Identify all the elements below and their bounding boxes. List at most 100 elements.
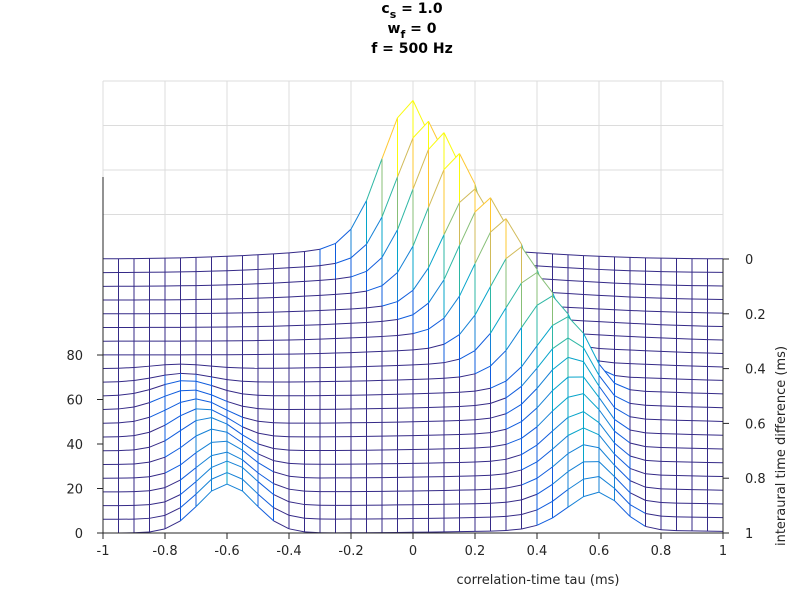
mesh-face (552, 295, 568, 326)
mesh-face (242, 434, 258, 454)
mesh-edge (195, 490, 212, 507)
mesh-face (630, 310, 646, 325)
mesh-face (397, 246, 413, 302)
mesh-face (645, 500, 661, 517)
mesh-face (661, 351, 677, 366)
mesh-edge (257, 506, 274, 522)
mesh-face (614, 283, 630, 297)
mesh-face (583, 308, 599, 322)
mesh-face (490, 397, 506, 419)
mesh-face (428, 504, 444, 519)
mesh-face (428, 169, 444, 268)
mesh-face (707, 393, 723, 408)
mesh-face (211, 284, 227, 300)
mesh-face (583, 320, 599, 335)
mesh-face (599, 348, 615, 363)
mesh-face (630, 350, 646, 365)
mesh-face (583, 333, 599, 376)
mesh-face (707, 353, 723, 367)
mesh-edge (273, 483, 290, 490)
mesh-face (180, 481, 196, 508)
mesh-edge (195, 417, 212, 422)
mesh-edge (474, 474, 491, 477)
mesh-face (413, 378, 429, 394)
mesh-edge (257, 297, 274, 299)
mesh-face (118, 393, 134, 409)
mesh-edge (211, 472, 228, 480)
mesh-face (459, 475, 475, 491)
mesh-face (320, 464, 336, 478)
mesh-edge (366, 350, 383, 353)
mesh-face (661, 391, 677, 407)
x-tick-label: -0.2 (338, 544, 363, 559)
mesh-face (242, 283, 258, 299)
mesh-edge (598, 334, 615, 337)
mesh-face (661, 364, 677, 379)
mesh-edge (381, 350, 398, 352)
mesh-face (134, 327, 150, 342)
mesh-edge (552, 266, 569, 269)
mesh-face (630, 504, 646, 527)
mesh-face (103, 327, 119, 342)
mesh-face (134, 272, 150, 287)
mesh-edge (598, 363, 615, 384)
mesh-face (273, 494, 289, 516)
mesh-edge (598, 360, 615, 364)
mesh-face (707, 489, 723, 504)
mesh-face (475, 232, 491, 316)
mesh-face (676, 338, 692, 353)
mesh-edge (149, 409, 166, 418)
mesh-edge (149, 456, 166, 463)
mesh-face (459, 433, 475, 449)
mesh-surface (102, 100, 724, 534)
mesh-face (196, 479, 212, 507)
mesh-edge (304, 248, 321, 253)
mesh-edge (257, 453, 274, 462)
mesh-face (475, 517, 491, 532)
mesh-face (304, 450, 320, 465)
mesh-face (444, 420, 460, 435)
mesh-edge (676, 338, 693, 340)
mesh-face (707, 462, 723, 477)
mesh-face (103, 341, 119, 355)
mesh-edge (288, 280, 305, 283)
mesh-face (289, 450, 305, 465)
mesh-face (351, 477, 367, 492)
mesh-edge (242, 490, 259, 507)
mesh-face (227, 472, 243, 492)
mesh-face (599, 282, 615, 297)
mesh-edge (521, 345, 538, 368)
mesh-face (397, 189, 413, 273)
mesh-edge (149, 395, 166, 404)
mesh-edge (195, 441, 212, 454)
mesh-edge (490, 380, 507, 389)
mesh-face (506, 485, 522, 503)
mesh-edge (226, 483, 243, 492)
mesh-face (149, 375, 165, 390)
mesh-edge (242, 268, 259, 271)
x-tick-label: 0.2 (465, 544, 486, 559)
mesh-edge (257, 268, 274, 270)
mesh-edge (195, 380, 212, 386)
mesh-face (320, 518, 336, 533)
mesh-face (211, 376, 227, 391)
mesh-face (289, 325, 305, 340)
mesh-face (552, 253, 568, 268)
mesh-face (397, 504, 413, 519)
mesh-face (382, 379, 398, 395)
mesh-face (676, 365, 692, 380)
mesh-face (614, 375, 630, 390)
mesh-face (692, 325, 708, 340)
mesh-face (397, 490, 413, 505)
mesh-face (180, 452, 196, 480)
mesh-face (459, 211, 475, 297)
x-tick-label: 1 (719, 544, 727, 559)
mesh-edge (211, 394, 228, 402)
mesh-edge (645, 525, 662, 531)
mesh-face (552, 266, 568, 281)
mesh-edge (350, 243, 367, 259)
mesh-edge (133, 389, 150, 394)
mesh-face (707, 272, 723, 286)
x-axis-label: correlation-time tau (ms) (457, 573, 620, 588)
